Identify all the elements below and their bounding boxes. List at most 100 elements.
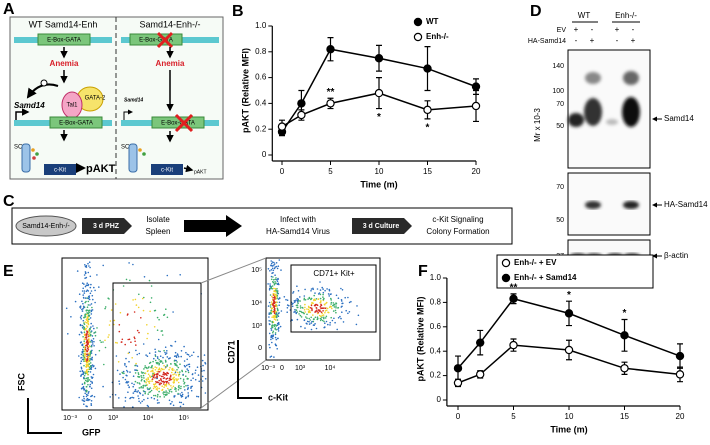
density-dot: [187, 384, 189, 387]
density-dot: [128, 386, 130, 389]
density-dot: [149, 390, 152, 393]
density-dot: [146, 387, 149, 389]
x-tick-label: 10⁴: [325, 365, 336, 372]
density-dot: [86, 390, 88, 392]
density-dot: [330, 301, 333, 304]
series-line: [457, 297, 681, 369]
ligand: SCF: [121, 145, 133, 151]
density-dot: [87, 349, 90, 351]
density-dot: [341, 300, 343, 302]
density-dot: [277, 277, 279, 280]
density-dot: [180, 396, 183, 398]
density-dot: [88, 363, 90, 365]
step: c-Kit Signaling: [432, 215, 483, 224]
density-dot: [306, 323, 308, 325]
density-dot: [192, 377, 194, 380]
density-dot: [179, 363, 181, 366]
density-dot: [94, 334, 97, 337]
density-dot: [151, 375, 153, 378]
density-dot: [166, 380, 168, 383]
density-dot: [87, 378, 89, 381]
density-dot: [344, 296, 347, 299]
density-dot: [163, 313, 166, 316]
density-dot: [89, 333, 92, 336]
density-dot: [341, 311, 343, 314]
density-dot: [155, 388, 158, 390]
density-dot: [187, 392, 189, 394]
density-dot: [138, 387, 141, 389]
density-dot: [164, 353, 167, 356]
density-dot: [84, 313, 86, 316]
density-dot: [134, 364, 136, 367]
density-dot: [333, 306, 336, 308]
density-dot: [313, 294, 316, 297]
density-dot: [80, 331, 82, 333]
density-dot: [90, 283, 92, 286]
density-dot: [89, 286, 92, 289]
enhancer-label: E-Box-GATA: [161, 121, 195, 127]
density-dot: [136, 353, 138, 356]
density-dot: [277, 337, 279, 340]
density-dot: [324, 289, 326, 292]
density-dot: [299, 296, 301, 298]
density-dot: [79, 324, 82, 327]
density-dot: [85, 276, 88, 279]
density-dot: [90, 345, 92, 348]
density-dot: [83, 382, 86, 385]
band: [568, 113, 584, 127]
density-dot: [172, 404, 175, 407]
y-tick-label: 0.4: [430, 346, 442, 355]
density-dot: [323, 307, 325, 309]
density-dot: [118, 383, 121, 385]
density-dot: [329, 293, 332, 296]
density-dot: [86, 282, 88, 285]
ligand-dot: [138, 148, 142, 152]
density-dot: [273, 267, 276, 270]
legend-frame: [496, 254, 654, 289]
density-dot: [160, 330, 163, 332]
density-dot: [133, 383, 135, 386]
density-dot: [90, 344, 93, 347]
density-dot: [87, 394, 89, 397]
density-dot: [147, 332, 149, 335]
output: pAKT: [194, 169, 207, 175]
density-dot: [267, 283, 269, 285]
row-label: HA-Samd14: [528, 38, 566, 45]
density-dot: [87, 320, 89, 323]
x-tick-label: 0: [456, 412, 461, 421]
data-point: [326, 45, 335, 54]
density-dot: [204, 378, 207, 380]
density-dot: [65, 307, 68, 310]
density-dot: [311, 309, 313, 312]
density-dot: [272, 276, 274, 278]
density-dot: [340, 317, 342, 320]
marker: 50: [556, 217, 564, 224]
sign: +: [574, 25, 579, 34]
legend-marker: [413, 17, 423, 27]
density-dot: [316, 318, 319, 321]
density-dot: [98, 349, 101, 352]
density-dot: [140, 386, 143, 388]
density-dot: [168, 368, 170, 371]
density-dot: [185, 384, 187, 387]
density-dot: [321, 312, 324, 315]
density-dot: [330, 297, 332, 300]
density-dot: [291, 305, 294, 308]
density-dot: [269, 320, 272, 322]
density-dot: [118, 380, 120, 383]
density-dot: [154, 386, 156, 388]
density-dot: [87, 335, 90, 338]
density-dot: [299, 310, 301, 313]
density-dot: [141, 400, 143, 403]
density-dot: [180, 394, 182, 397]
density-dot: [161, 385, 163, 388]
density-dot: [203, 369, 205, 372]
density-dot: [150, 285, 153, 287]
density-dot: [185, 364, 188, 367]
density-dot: [319, 306, 322, 308]
density-dot: [79, 316, 82, 319]
density-dot: [153, 375, 156, 377]
density-dot: [165, 373, 167, 375]
density-dot: [158, 358, 160, 361]
